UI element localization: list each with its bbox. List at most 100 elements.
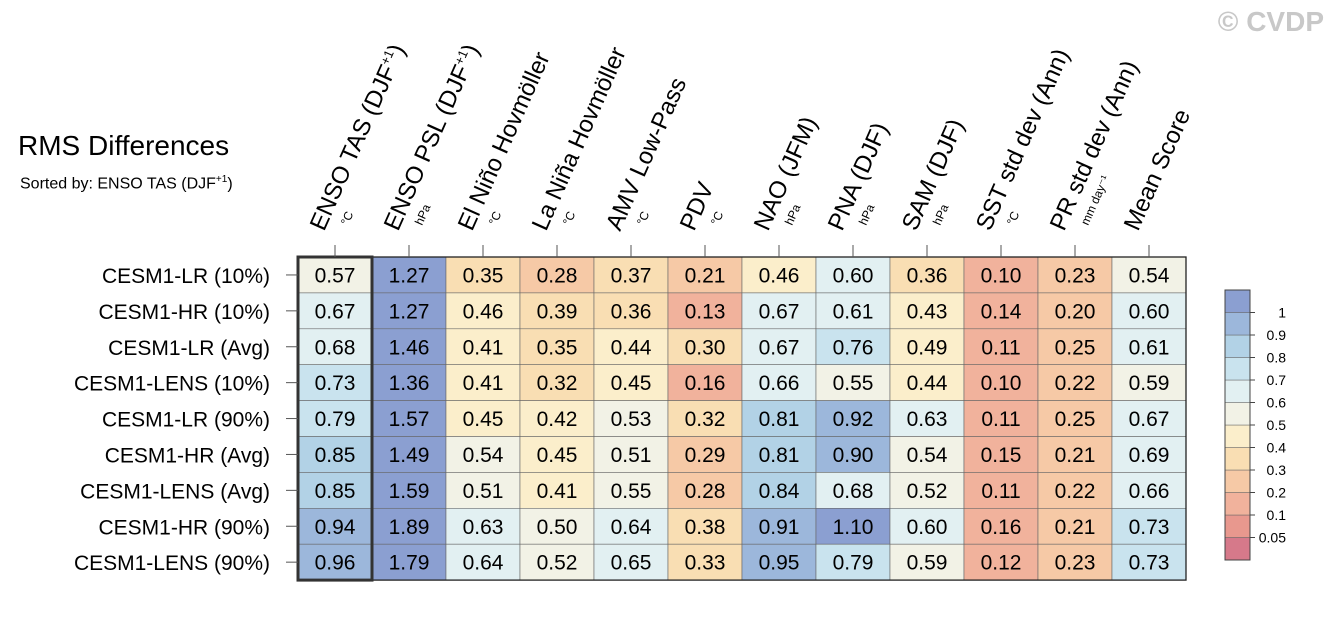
heatmap-cell — [371, 472, 447, 509]
row-label: CESM1-HR (Avg) — [105, 444, 270, 467]
cell-value-label: 0.10 — [981, 372, 1022, 395]
heatmap-cell — [1037, 400, 1113, 437]
heatmap-cell — [741, 292, 817, 330]
heatmap-cell — [297, 543, 373, 581]
heatmap-cell — [1111, 400, 1187, 437]
heatmap-cell — [1111, 472, 1187, 509]
cell-value-label: 0.64 — [611, 516, 652, 539]
heatmap-cell — [371, 543, 447, 581]
heatmap-cell — [297, 292, 373, 330]
colorbar-label: 0.4 — [1267, 440, 1287, 456]
heatmap-cell — [297, 472, 373, 509]
heatmap-cell — [519, 543, 595, 581]
heatmap-cell — [667, 543, 743, 581]
cell-value-label: 0.81 — [759, 444, 800, 467]
row-label: CESM1-LR (10%) — [102, 265, 270, 288]
heatmap-cell — [445, 436, 521, 473]
cell-value-label: 0.35 — [463, 264, 504, 287]
colorbar-segment — [1224, 312, 1251, 336]
colorbar-segment — [1224, 379, 1251, 403]
heatmap-cell — [1111, 507, 1187, 545]
colorbar-label: 0.8 — [1267, 350, 1287, 366]
cell-value-label: 0.50 — [537, 516, 578, 539]
cell-value-label: 0.73 — [1129, 516, 1170, 539]
cell-value-label: 0.46 — [463, 300, 504, 323]
cell-value-label: 0.66 — [759, 372, 800, 395]
heatmap-cell — [593, 292, 669, 330]
colorbar-label: 0.9 — [1267, 327, 1287, 343]
heatmap-cell — [1111, 328, 1187, 365]
cell-value-label: 0.61 — [833, 300, 874, 323]
cell-value-label: 1.57 — [389, 408, 430, 431]
heatmap-cell — [889, 436, 965, 473]
row-label: CESM1-LR (Avg) — [108, 337, 270, 360]
cell-value-label: 0.60 — [1129, 300, 1170, 323]
cell-value-label: 0.79 — [833, 552, 874, 575]
row-label: CESM1-LR (90%) — [102, 409, 270, 432]
cell-value-label: 0.51 — [611, 444, 652, 467]
cell-value-label: 1.89 — [389, 516, 430, 539]
heatmap-cell — [889, 472, 965, 509]
colorbar-segment — [1224, 289, 1251, 313]
heatmap-cell — [1037, 292, 1113, 330]
cell-value-label: 0.95 — [759, 552, 800, 575]
heatmap-cell — [445, 364, 521, 401]
cell-value-label: 0.44 — [907, 372, 948, 395]
cell-value-label: 0.21 — [1055, 444, 1096, 467]
column-label: PDV — [675, 178, 720, 234]
cell-value-label: 0.52 — [537, 552, 578, 575]
cell-value-label: 0.38 — [685, 516, 726, 539]
colorbar-segment — [1224, 469, 1251, 493]
heatmap-cell — [889, 292, 965, 330]
heatmap-cell — [963, 507, 1039, 545]
heatmap-cell — [667, 364, 743, 401]
column-unit-label: °C — [560, 209, 578, 227]
row-label: CESM1-LENS (90%) — [74, 552, 270, 575]
cell-value-label: 0.46 — [759, 264, 800, 287]
column-label: Mean Score — [1119, 105, 1196, 234]
row-label: CESM1-HR (10%) — [98, 301, 270, 324]
heatmap-cell — [667, 507, 743, 545]
heatmap-cell — [297, 328, 373, 365]
heatmap-cell — [667, 436, 743, 473]
cell-value-label: 1.27 — [389, 300, 430, 323]
colorbar-label: 0.05 — [1259, 530, 1286, 546]
colorbar-segment — [1224, 334, 1251, 358]
heatmap-cell — [519, 328, 595, 365]
colorbar-label: 0.6 — [1267, 395, 1287, 411]
cell-value-label: 0.81 — [759, 408, 800, 431]
cell-value-label: 0.52 — [907, 480, 948, 503]
cell-value-label: 1.27 — [389, 264, 430, 287]
heatmap-cell — [593, 543, 669, 581]
cell-value-label: 0.65 — [611, 552, 652, 575]
cell-value-label: 0.36 — [907, 264, 948, 287]
colorbar-label: 0.1 — [1267, 507, 1287, 523]
cell-value-label: 0.73 — [315, 372, 356, 395]
heatmap-cell — [667, 472, 743, 509]
cell-value-label: 0.60 — [907, 516, 948, 539]
colorbar-label: 0.2 — [1267, 485, 1287, 501]
cell-value-label: 0.55 — [833, 372, 874, 395]
cell-value-label: 0.54 — [907, 444, 948, 467]
cell-value-label: 0.68 — [833, 480, 874, 503]
heatmap-cell — [963, 543, 1039, 581]
heatmap-cell — [815, 436, 891, 473]
heatmap-cell — [741, 543, 817, 581]
heatmap-cell — [1111, 543, 1187, 581]
heatmap-cell — [963, 328, 1039, 365]
cell-value-label: 0.16 — [685, 372, 726, 395]
column-unit-label: °C — [1004, 209, 1022, 227]
heatmap-cell — [519, 507, 595, 545]
cell-value-label: 0.23 — [1055, 552, 1096, 575]
cell-value-label: 0.45 — [611, 372, 652, 395]
cell-value-label: 0.53 — [611, 408, 652, 431]
cell-value-label: 0.22 — [1055, 372, 1096, 395]
colorbar-segment — [1224, 402, 1251, 426]
cell-value-label: 0.39 — [537, 300, 578, 323]
colorbar-label: 0.5 — [1267, 417, 1287, 433]
cell-value-label: 0.11 — [981, 336, 1020, 359]
column-unit-label: °C — [486, 209, 504, 227]
cell-value-label: 0.61 — [1129, 336, 1170, 359]
heatmap-cell — [445, 328, 521, 365]
cell-value-label: 0.94 — [315, 516, 356, 539]
